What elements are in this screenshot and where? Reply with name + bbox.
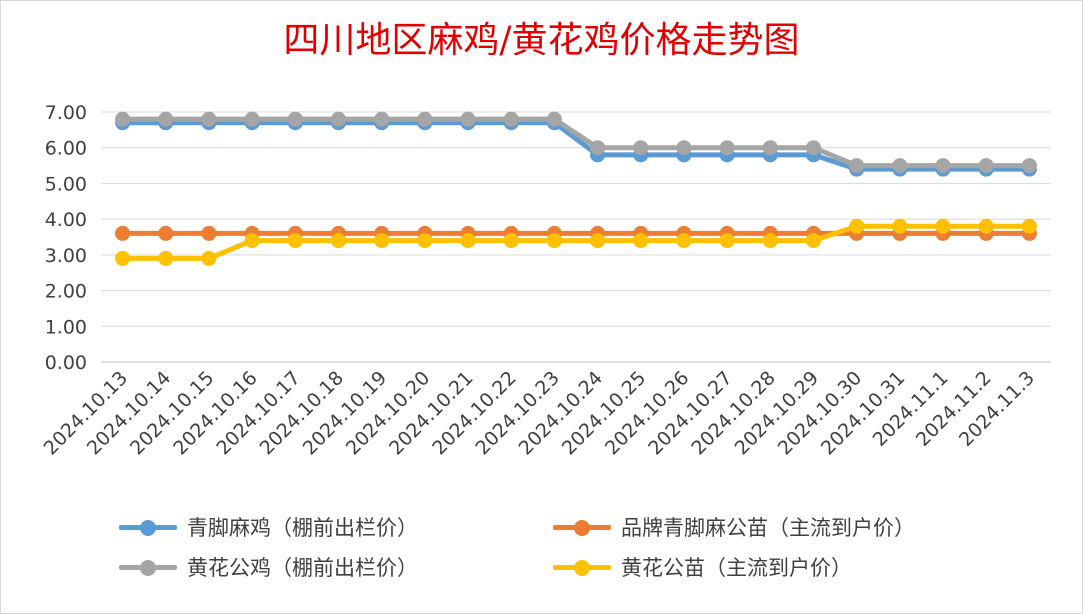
data-point-series-4	[158, 250, 174, 266]
series-line-3	[120, 116, 1032, 169]
data-point-series-4	[287, 233, 303, 249]
data-point-series-4	[676, 233, 692, 249]
data-point-series-4	[503, 233, 519, 249]
data-point-series-3	[417, 111, 433, 127]
data-point-series-3	[1021, 158, 1037, 174]
data-point-series-4	[892, 218, 908, 234]
chart-title: 四川地区麻鸡/黄花鸡价格走势图	[283, 20, 800, 61]
legend-marker-icon	[140, 560, 156, 576]
data-point-series-3	[503, 111, 519, 127]
legend-marker-icon	[140, 520, 156, 536]
data-point-series-4	[633, 233, 649, 249]
data-point-series-4	[806, 233, 821, 249]
data-point-series-3	[935, 158, 951, 174]
data-point-series-4	[244, 233, 260, 249]
data-point-series-3	[849, 158, 865, 174]
y-tick-label: 1.00	[45, 316, 87, 338]
data-point-series-2	[201, 225, 217, 241]
data-point-series-3	[158, 111, 174, 127]
data-point-series-3	[244, 111, 260, 127]
legend-marker-icon	[574, 520, 590, 536]
data-point-series-2	[115, 225, 131, 241]
y-tick-label: 6.00	[45, 138, 87, 160]
data-point-series-3	[892, 158, 908, 174]
data-point-series-4	[417, 233, 433, 249]
data-point-series-3	[978, 158, 994, 174]
data-point-series-4	[460, 233, 476, 249]
data-point-series-3	[331, 111, 346, 127]
data-point-series-3	[374, 111, 390, 127]
data-point-series-4	[115, 250, 131, 266]
data-point-series-3	[546, 111, 562, 127]
data-point-series-3	[115, 111, 131, 127]
data-point-series-4	[762, 233, 778, 249]
y-tick-label: 0.00	[45, 352, 87, 374]
series-line-4	[120, 223, 1032, 261]
data-point-series-3	[287, 111, 303, 127]
legend-label: 黄花公鸡（棚前出栏价）	[187, 556, 418, 580]
data-point-series-2	[158, 225, 174, 241]
y-tick-label: 5.00	[45, 173, 87, 195]
data-point-series-3	[460, 111, 476, 127]
legend-marker-icon	[574, 560, 590, 576]
data-point-series-4	[546, 233, 562, 249]
data-point-series-3	[762, 140, 778, 156]
data-point-series-4	[374, 233, 390, 249]
y-tick-label: 3.00	[45, 245, 87, 267]
legend-label: 青脚麻鸡（棚前出栏价）	[187, 516, 418, 540]
data-point-series-3	[633, 140, 649, 156]
data-point-series-4	[331, 233, 346, 249]
legend-label: 黄花公苗（主流到户价）	[621, 556, 852, 580]
y-tick-label: 7.00	[45, 102, 87, 124]
data-point-series-3	[590, 140, 606, 156]
data-point-series-3	[719, 140, 735, 156]
series-line-1	[120, 120, 1032, 172]
data-point-series-4	[1021, 218, 1037, 234]
data-point-series-4	[590, 233, 606, 249]
data-point-series-3	[201, 111, 217, 127]
data-point-series-3	[676, 140, 692, 156]
y-tick-label: 2.00	[45, 281, 87, 303]
legend-label: 品牌青脚麻公苗（主流到户价）	[621, 516, 915, 540]
data-point-series-4	[978, 218, 994, 234]
data-point-series-4	[719, 233, 735, 249]
data-point-series-4	[201, 250, 217, 266]
y-tick-label: 4.00	[45, 209, 87, 231]
data-point-series-4	[935, 218, 951, 234]
data-point-series-4	[849, 218, 865, 234]
data-point-series-3	[806, 140, 821, 156]
